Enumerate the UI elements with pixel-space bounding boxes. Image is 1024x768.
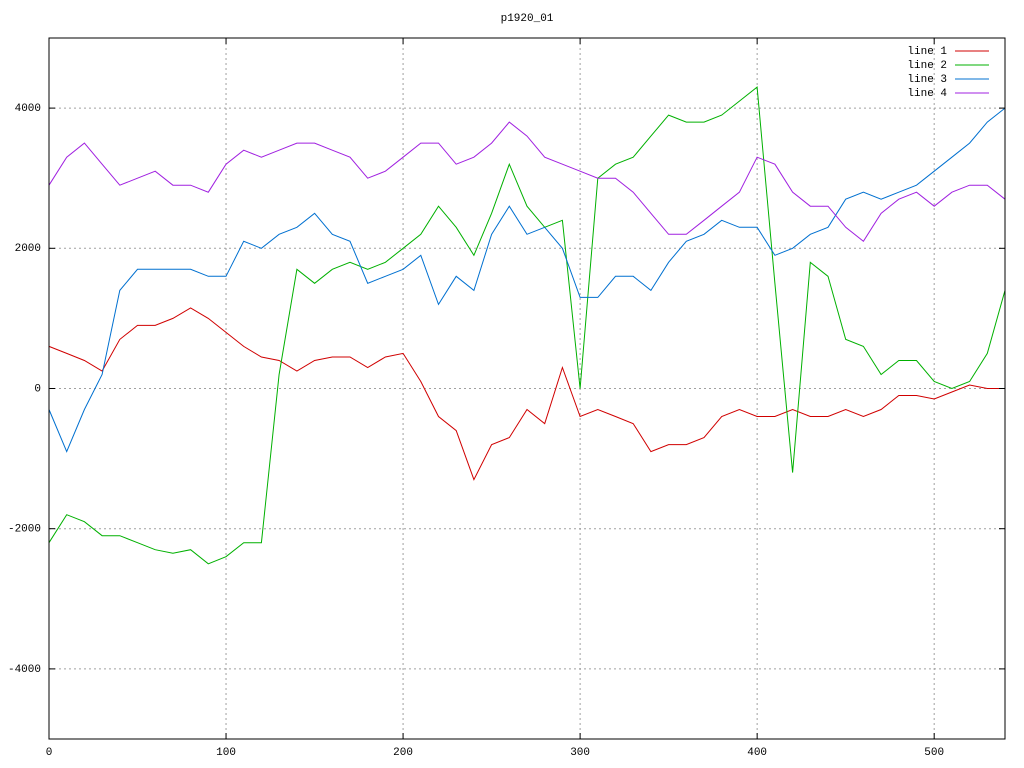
legend-label: line 1 [907, 46, 947, 58]
data-line [48, 107, 1006, 453]
x-tick-label: 500 [924, 747, 944, 759]
data-line [48, 307, 1005, 481]
plot-border [48, 37, 1006, 740]
y-tick-label: 4000 [15, 103, 41, 115]
legend-label: line 4 [907, 88, 947, 100]
x-tick-label: 100 [216, 747, 236, 759]
legend-label: line 2 [907, 60, 947, 72]
grid [48, 38, 1005, 739]
legend-label: line 3 [907, 74, 947, 86]
y-tick-label: 0 [34, 383, 41, 395]
x-tick-label: 200 [393, 747, 413, 759]
data-line [48, 121, 1006, 243]
chart-title: p1920_01 [501, 13, 554, 25]
y-tick-label: -2000 [8, 524, 41, 536]
x-tick-label: 400 [747, 747, 767, 759]
x-tick-label: 300 [570, 747, 590, 759]
lines [48, 86, 1006, 565]
x-tick-label: 0 [46, 747, 53, 759]
data-line [48, 86, 1006, 565]
y-tick-label: -4000 [8, 664, 41, 676]
y-tick-label: 2000 [15, 243, 41, 255]
